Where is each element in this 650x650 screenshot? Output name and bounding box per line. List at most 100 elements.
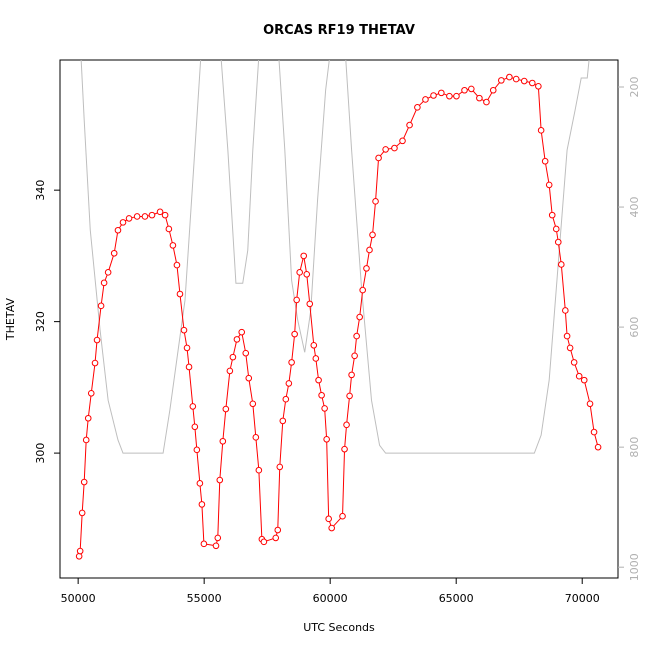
data-point: [75, 553, 83, 560]
data-point: [391, 144, 398, 152]
data-point: [318, 391, 325, 399]
data-point: [328, 524, 335, 532]
data-point: [222, 405, 230, 413]
data-point: [506, 73, 513, 81]
data-point: [183, 344, 191, 352]
data-point: [185, 363, 193, 371]
data-point: [196, 480, 204, 487]
data-point: [339, 512, 346, 520]
data-point: [291, 330, 298, 338]
data-point: [321, 405, 328, 412]
data-point: [249, 400, 257, 408]
data-point: [180, 326, 188, 334]
data-point: [430, 92, 437, 99]
data-point: [382, 146, 389, 153]
data-point: [288, 359, 295, 366]
data-point: [348, 371, 355, 379]
data-point: [282, 395, 290, 403]
data-point: [214, 534, 222, 542]
data-point: [356, 313, 363, 321]
data-point: [226, 367, 234, 375]
data-point: [91, 359, 99, 367]
data-point: [80, 478, 88, 486]
y-tick-label: 300: [34, 443, 47, 464]
x-tick-label: 60000: [313, 592, 348, 605]
data-point: [586, 400, 594, 408]
data-point: [594, 443, 602, 451]
plot-area: [75, 60, 602, 560]
data-point: [414, 104, 421, 111]
data-point: [191, 423, 199, 431]
data-point: [537, 127, 545, 134]
data-point: [238, 328, 246, 336]
data-point: [293, 296, 300, 304]
data-point: [453, 92, 460, 100]
data-point: [161, 211, 169, 219]
data-point: [176, 290, 184, 298]
data-point: [87, 389, 95, 397]
data-point: [306, 300, 314, 308]
data-point: [438, 89, 445, 97]
data-point: [200, 540, 208, 548]
data-point: [552, 225, 560, 233]
x-tick-label: 65000: [439, 592, 474, 605]
data-point: [76, 547, 84, 555]
data-point: [165, 225, 173, 233]
data-point: [219, 437, 227, 445]
data-point: [468, 85, 475, 93]
data-point: [233, 336, 241, 343]
data-point: [169, 242, 177, 249]
data-point: [100, 279, 108, 287]
data-point: [541, 157, 549, 165]
data-point: [114, 226, 122, 234]
data-point: [93, 336, 101, 344]
data-point: [343, 421, 350, 429]
data-point: [557, 261, 565, 268]
y2-tick-label: 600: [628, 317, 641, 338]
data-point: [580, 376, 588, 384]
data-point: [325, 515, 332, 523]
data-point: [372, 198, 379, 205]
data-point: [189, 403, 197, 410]
data-point: [369, 231, 376, 239]
data-point: [563, 332, 571, 340]
data-point: [520, 77, 528, 85]
data-point: [590, 428, 598, 436]
data-point: [255, 466, 263, 474]
data-point: [312, 355, 320, 362]
y2-tick-label: 200: [628, 77, 641, 98]
data-point: [252, 434, 260, 441]
data-point: [353, 332, 360, 340]
data-point: [483, 98, 490, 106]
data-point: [562, 307, 569, 314]
data-point: [300, 252, 308, 260]
data-point: [575, 372, 583, 380]
data-point: [229, 353, 237, 361]
y2-tick-label: 800: [628, 437, 641, 458]
data-point: [545, 181, 553, 189]
data-point: [399, 137, 406, 145]
data-point: [193, 446, 201, 454]
x-axis-label: UTC Seconds: [303, 621, 375, 634]
y2-tick-label: 1000: [628, 553, 641, 581]
data-point: [548, 211, 556, 219]
data-point: [366, 246, 373, 254]
data-point: [566, 344, 574, 352]
data-point: [310, 341, 318, 349]
data-point: [84, 414, 92, 422]
data-point: [570, 359, 578, 366]
data-point: [212, 542, 220, 550]
data-point: [173, 261, 181, 269]
data-point: [279, 417, 287, 425]
data-point: [346, 392, 353, 400]
data-point: [119, 219, 127, 226]
data-point: [446, 92, 453, 100]
data-point: [82, 436, 90, 444]
data-point: [341, 445, 348, 453]
data-point: [315, 376, 322, 384]
data-point: [274, 526, 282, 534]
data-point: [125, 215, 133, 222]
data-point: [375, 154, 382, 162]
y2-tick-label: 400: [628, 197, 641, 218]
x-tick-label: 55000: [187, 592, 222, 605]
